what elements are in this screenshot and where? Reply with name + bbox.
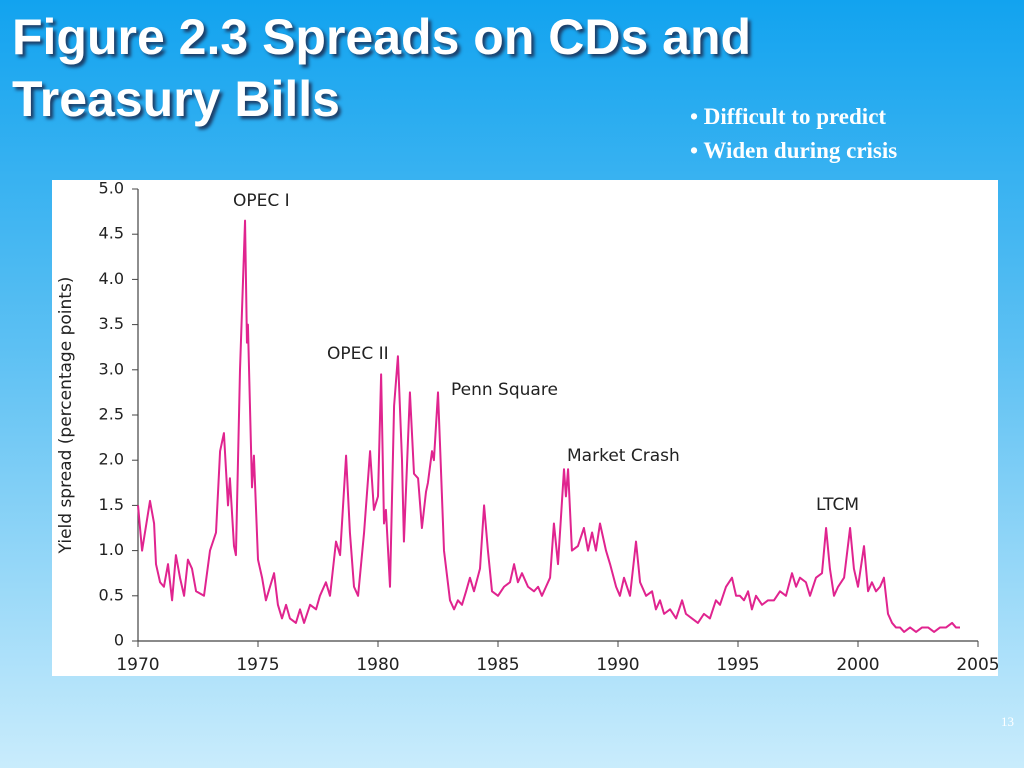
x-tick-label: 2000 bbox=[836, 655, 879, 675]
y-tick-label: 3.0 bbox=[99, 359, 124, 378]
x-tick-label: 1975 bbox=[236, 655, 279, 675]
y-tick-label: 1.0 bbox=[99, 540, 124, 559]
y-tick-label: 4.5 bbox=[99, 224, 124, 243]
y-tick-label: 4.0 bbox=[99, 269, 124, 288]
y-tick-label: 0.5 bbox=[99, 585, 124, 604]
bullet: • Difficult to predict bbox=[690, 104, 887, 129]
y-tick-label: 0 bbox=[114, 631, 124, 650]
y-axis-label: Yield spread (percentage points) bbox=[56, 277, 76, 555]
y-tick-label: 2.5 bbox=[99, 405, 124, 424]
bullet: • Widen during crisis bbox=[690, 138, 898, 163]
x-tick-label: 1970 bbox=[116, 655, 159, 675]
annotation: OPEC II bbox=[327, 344, 389, 364]
annotation: Penn Square bbox=[451, 380, 558, 400]
annotation: OPEC I bbox=[233, 191, 290, 211]
y-tick-label: 1.5 bbox=[99, 495, 124, 514]
x-tick-label: 1980 bbox=[356, 655, 399, 675]
y-tick-label: 2.0 bbox=[99, 450, 124, 469]
spread-line bbox=[137, 219, 960, 633]
chart: Yield spread (percentage points) 0 0.5 1.0… bbox=[52, 180, 998, 676]
annotation: Market Crash bbox=[567, 446, 680, 466]
y-tick-label: 5.0 bbox=[99, 180, 124, 198]
x-tick-label: 1990 bbox=[596, 655, 639, 675]
annotation: LTCM bbox=[816, 495, 859, 515]
x-tick-label: 1995 bbox=[716, 655, 759, 675]
x-tick-label: 2005 bbox=[956, 655, 998, 675]
x-tick-label: 1985 bbox=[476, 655, 519, 675]
y-tick-label: 3.5 bbox=[99, 314, 124, 333]
slide-title: Figure 2.3 Spreads on CDs and Treasury B… bbox=[12, 9, 752, 127]
page-number: 13 bbox=[1001, 714, 1014, 729]
